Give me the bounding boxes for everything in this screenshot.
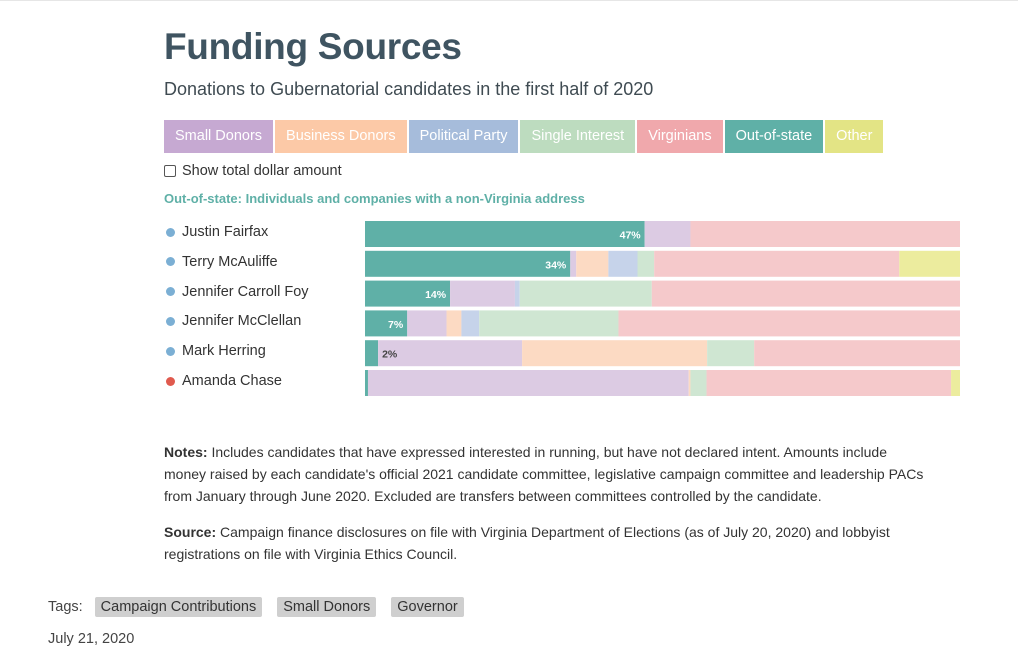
bar-segment-business-donors[interactable] bbox=[446, 310, 462, 337]
legend-single-interest-button[interactable]: Single Interest bbox=[520, 120, 636, 153]
bar-segment-virginians[interactable] bbox=[651, 280, 960, 307]
candidate-name: Terry McAuliffe bbox=[182, 253, 278, 270]
bar-segment-business-donors[interactable] bbox=[688, 370, 691, 396]
bar-segment-other[interactable] bbox=[899, 250, 960, 277]
show-total-checkbox[interactable] bbox=[164, 165, 176, 177]
legend-small-donors-button[interactable]: Small Donors bbox=[164, 120, 274, 153]
candidate-label: Amanda Chase bbox=[166, 373, 282, 389]
party-dot-icon bbox=[166, 346, 175, 356]
legend-business-donors-button[interactable]: Business Donors bbox=[275, 120, 407, 153]
tag-small-donors[interactable]: Small Donors bbox=[277, 597, 377, 617]
candidate-name: Justin Fairfax bbox=[182, 224, 269, 240]
series-description: Out-of-state: Individuals and companies … bbox=[164, 191, 585, 206]
bar-segment-out-of-state[interactable] bbox=[365, 250, 571, 277]
candidate-label: Terry McAuliffe bbox=[166, 254, 278, 270]
bar-segment-political-party[interactable] bbox=[514, 280, 520, 307]
data-label: 47% bbox=[620, 230, 642, 242]
legend-virginians-button[interactable]: Virginians bbox=[637, 120, 723, 153]
legend-other-button[interactable]: Other bbox=[825, 120, 884, 153]
notes-label: Notes: bbox=[164, 444, 208, 460]
bar-segment-virginians[interactable] bbox=[690, 221, 960, 247]
bar-segment-out-of-state[interactable] bbox=[365, 221, 645, 247]
source-text: Campaign finance disclosures on file wit… bbox=[164, 524, 890, 562]
show-total-label: Show total dollar amount bbox=[182, 163, 342, 179]
bar-segment-small-donors[interactable] bbox=[378, 340, 523, 367]
data-label: 7% bbox=[388, 319, 404, 331]
bar-segment-virginians[interactable] bbox=[618, 310, 960, 337]
party-dot-icon bbox=[166, 227, 175, 237]
tag-governor[interactable]: Governor bbox=[391, 597, 464, 617]
bar-segment-out-of-state[interactable] bbox=[365, 340, 379, 367]
candidate-name: Jennifer Carroll Foy bbox=[182, 283, 309, 300]
publish-date: July 21, 2020 bbox=[48, 631, 135, 647]
candidate-name: Amanda Chase bbox=[182, 373, 282, 389]
bar-segment-small-donors[interactable] bbox=[570, 250, 577, 277]
party-dot-icon bbox=[166, 316, 175, 326]
legend-out-of-state-button[interactable]: Out-of-state bbox=[724, 120, 824, 153]
source: Source: Campaign finance disclosures on … bbox=[164, 521, 924, 565]
bar-segment-small-donors[interactable] bbox=[367, 370, 689, 396]
bar-segment-small-donors[interactable] bbox=[450, 280, 515, 307]
notes-text: Includes candidates that have expressed … bbox=[164, 444, 924, 504]
bar-segment-virginians[interactable] bbox=[654, 250, 900, 277]
candidate-name: Mark Herring bbox=[182, 343, 266, 360]
candidate-label: Jennifer Carroll Foy bbox=[166, 284, 309, 300]
bar-segment-out-of-state[interactable] bbox=[365, 280, 451, 307]
candidate-label: Justin Fairfax bbox=[166, 224, 268, 240]
party-dot-icon bbox=[166, 257, 175, 267]
bar-segment-political-party[interactable] bbox=[461, 310, 480, 337]
tags-label: Tags: bbox=[48, 599, 83, 615]
data-label: 14% bbox=[425, 289, 447, 301]
bar-segment-out-of-state[interactable] bbox=[365, 310, 408, 337]
tag-campaign-contributions[interactable]: Campaign Contributions bbox=[94, 597, 263, 617]
bar-segment-business-donors[interactable] bbox=[576, 250, 609, 277]
bar-segment-single-interest[interactable] bbox=[637, 250, 655, 277]
bar-segment-small-donors[interactable] bbox=[644, 221, 691, 247]
bar-segment-single-interest[interactable] bbox=[707, 340, 755, 367]
bar-segment-virginians[interactable] bbox=[754, 340, 960, 367]
show-total-toggle[interactable]: Show total dollar amount bbox=[164, 163, 342, 179]
top-divider bbox=[0, 0, 1018, 1]
bar-segment-political-party[interactable] bbox=[608, 250, 638, 277]
party-dot-icon bbox=[166, 287, 175, 297]
bar-segment-single-interest[interactable] bbox=[690, 370, 707, 396]
bar-segment-small-donors[interactable] bbox=[407, 310, 447, 337]
bar-segment-out-of-state[interactable] bbox=[365, 370, 368, 396]
data-label: 34% bbox=[545, 259, 567, 271]
source-label: Source: bbox=[164, 524, 217, 540]
bar-segment-single-interest[interactable] bbox=[479, 310, 619, 337]
candidate-label: Jennifer McClellan bbox=[166, 313, 301, 329]
notes: Notes: Includes candidates that have exp… bbox=[164, 441, 924, 507]
data-label: 2% bbox=[382, 349, 398, 361]
party-dot-icon bbox=[166, 376, 175, 386]
bar-segment-other[interactable] bbox=[951, 370, 960, 396]
tags-row: Tags: Campaign Contributions Small Donor… bbox=[48, 597, 479, 617]
candidate-name: Jennifer McClellan bbox=[182, 313, 302, 330]
page-title: Funding Sources bbox=[164, 26, 462, 67]
bar-segment-virginians[interactable] bbox=[706, 370, 952, 396]
bar-segment-single-interest[interactable] bbox=[519, 280, 652, 307]
legend-filter-bar: Small Donors Business Donors Political P… bbox=[164, 120, 885, 153]
bar-segment-business-donors[interactable] bbox=[522, 340, 708, 367]
legend-political-party-button[interactable]: Political Party bbox=[408, 120, 519, 153]
page-subtitle: Donations to Gubernatorial candidates in… bbox=[164, 79, 654, 99]
candidate-label: Mark Herring bbox=[166, 343, 266, 359]
